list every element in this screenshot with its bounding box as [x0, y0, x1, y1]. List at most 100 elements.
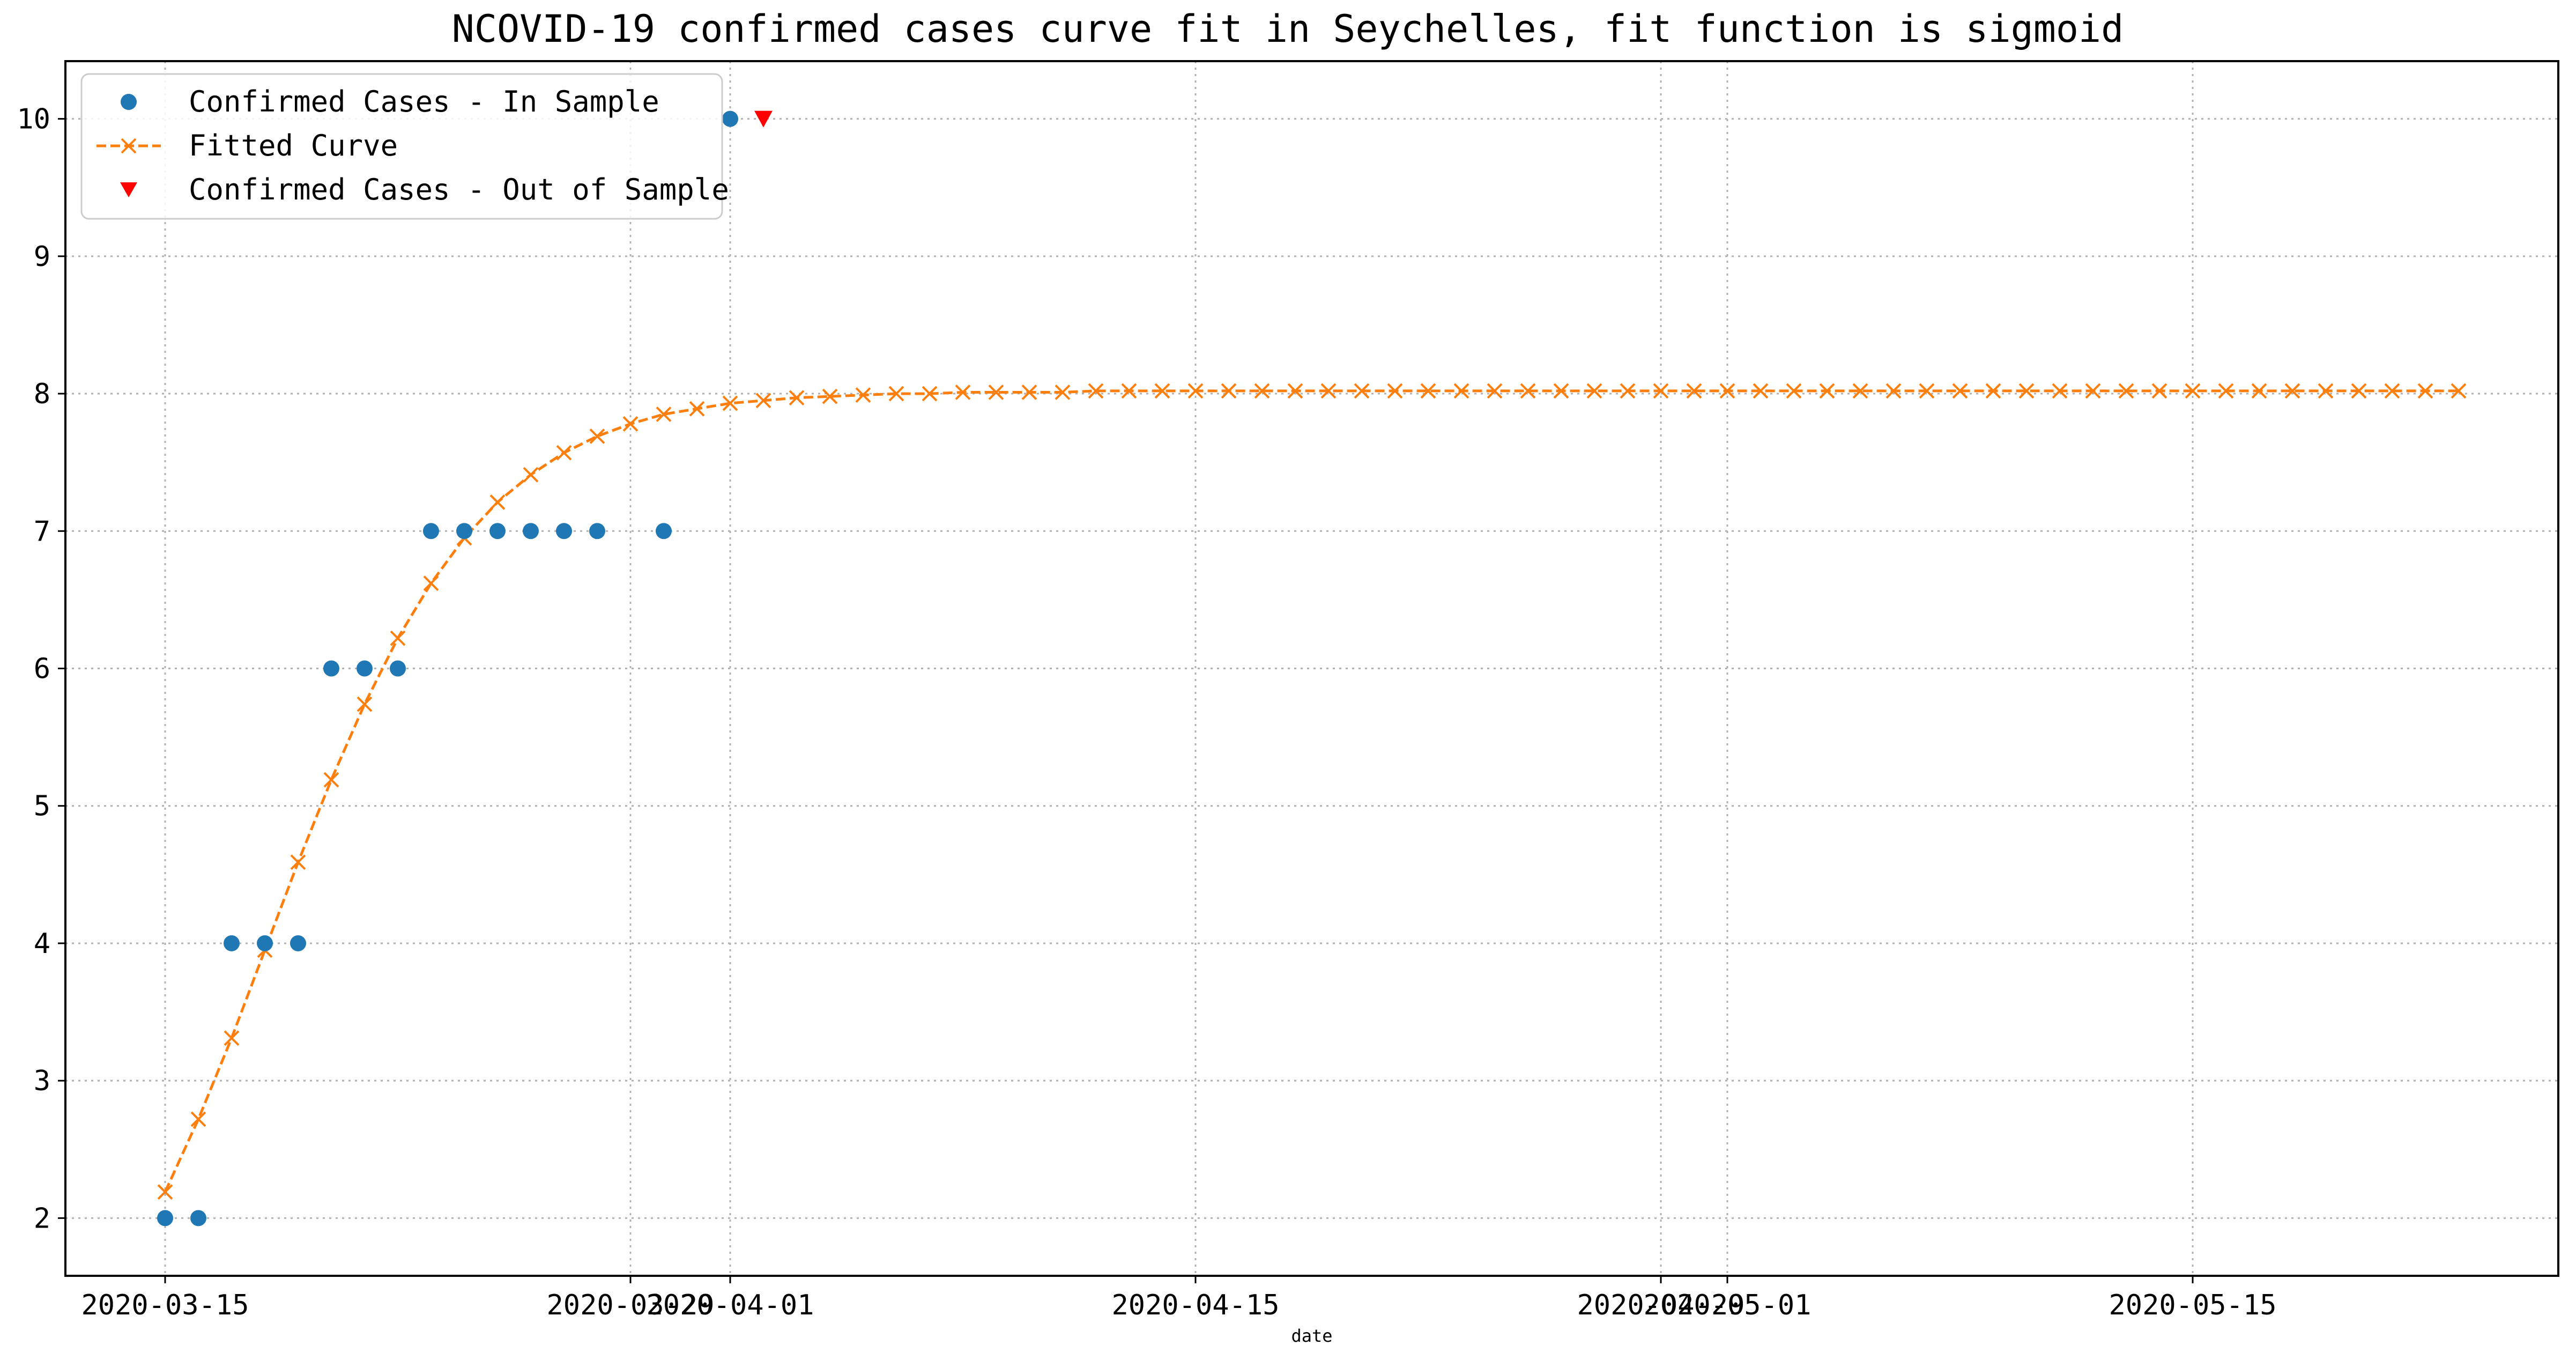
fitted-curve-point	[1088, 383, 1104, 399]
fitted-curve-point	[2085, 383, 2101, 399]
plot-series	[157, 110, 2467, 1226]
in-sample-point	[456, 523, 472, 539]
fitted-curve-point	[955, 385, 971, 400]
y-tick-label: 10	[17, 104, 50, 136]
fitted-curve-point	[888, 386, 904, 402]
fitted-curve-point	[1620, 383, 1636, 399]
fitted-curve-point	[988, 385, 1004, 400]
legend-marker-out-of-sample	[120, 182, 137, 197]
fitted-curve-point	[1055, 385, 1071, 400]
fitted-curve-point	[1487, 383, 1503, 399]
fitted-curve-point	[1520, 383, 1536, 399]
in-sample-point	[423, 523, 439, 539]
fitted-curve-point	[1021, 385, 1037, 400]
fitted-curve-point	[589, 428, 605, 444]
fitted-curve-point	[2318, 383, 2334, 399]
in-sample-point	[390, 660, 406, 677]
fitted-curve-point	[822, 388, 838, 404]
y-tick-label: 7	[34, 515, 50, 548]
fitted-curve-point	[224, 1030, 240, 1046]
fitted-curve-point	[1553, 383, 1569, 399]
fitted-curve-point	[1121, 383, 1137, 399]
fitted-curve-point	[922, 386, 938, 402]
fitted-curve-point	[2218, 383, 2234, 399]
fitted-curve-point	[1653, 383, 1669, 399]
fitted-curve-point	[2118, 383, 2134, 399]
in-sample-point	[157, 1210, 173, 1226]
y-tick-label: 6	[34, 653, 50, 685]
x-tick-label: 2020-04-29	[1577, 1289, 1744, 1321]
x-axis-label: date	[1291, 1326, 1332, 1346]
in-sample-point	[190, 1210, 206, 1226]
legend-marker-fitted	[121, 138, 137, 154]
fitted-curve-point	[2151, 383, 2167, 399]
fitted-curve-point	[1586, 383, 1602, 399]
fitted-curve-point	[1420, 383, 1436, 399]
fitted-curve-point	[323, 772, 339, 788]
fitted-curve-point	[2018, 383, 2035, 399]
fitted-curve-point	[1985, 383, 2001, 399]
y-tick-label: 4	[34, 928, 50, 960]
y-tick-label: 8	[34, 378, 50, 410]
in-sample-point	[523, 523, 539, 539]
fitted-curve-point	[622, 416, 639, 432]
legend: Confirmed Cases - In Sample Fitted Curve…	[80, 73, 729, 220]
fitted-curve-point	[2384, 383, 2400, 399]
y-tick-label: 2	[34, 1202, 50, 1235]
x-tick-label: 2020-05-15	[2109, 1289, 2276, 1321]
fitted-curve-point	[157, 1184, 173, 1200]
fitted-curve-point	[689, 401, 705, 417]
fitted-curve-point	[1719, 383, 1735, 399]
out-of-sample-point	[754, 110, 773, 128]
fitted-curve-point	[489, 494, 506, 510]
fitted-curve-point	[2351, 383, 2367, 399]
fitted-curve-point	[1154, 383, 1170, 399]
fitted-curve-point	[2052, 383, 2068, 399]
y-tick-label: 3	[34, 1065, 50, 1097]
fitted-curve-point	[1819, 383, 1835, 399]
in-sample-point	[589, 523, 605, 539]
legend-frame	[80, 73, 723, 220]
fitted-curve-line	[164, 389, 2459, 1193]
fitted-curve-point	[1221, 383, 1237, 399]
fitted-curve-point	[1354, 383, 1370, 399]
fitted-curve-point	[2417, 383, 2433, 399]
in-sample-point	[556, 523, 572, 539]
grid-lines	[65, 61, 2558, 1276]
fitted-curve-point	[1919, 383, 1935, 399]
legend-label-fitted: Fitted Curve	[189, 129, 398, 162]
in-sample-point	[257, 935, 273, 951]
in-sample-point	[489, 523, 506, 539]
chart-title: NCOVID-19 confirmed cases curve fit in S…	[452, 7, 2124, 51]
fitted-curve-point	[855, 387, 871, 403]
in-sample-point	[357, 660, 373, 677]
fitted-curve-point	[656, 406, 672, 422]
x-tick-label: 2020-03-15	[81, 1289, 249, 1321]
fitted-curve-point	[523, 467, 539, 483]
in-sample-point	[290, 935, 306, 951]
fitted-curve-point	[2284, 383, 2300, 399]
fitted-curve-point	[1187, 383, 1204, 399]
legend-label-in-sample: Confirmed Cases - In Sample	[189, 85, 659, 119]
in-sample-point	[656, 523, 672, 539]
fitted-curve-point	[556, 445, 572, 461]
legend-label-out-of-sample: Confirmed Cases - Out of Sample	[189, 173, 729, 206]
fitted-curve-point	[190, 1111, 206, 1127]
fitted-curve-point	[755, 393, 771, 409]
fitted-curve-point	[1387, 383, 1403, 399]
fitted-curve-point	[290, 854, 306, 870]
fitted-curve-point	[1686, 383, 1702, 399]
fitted-curve-point	[1287, 383, 1303, 399]
fitted-curve-point	[423, 575, 439, 592]
fitted-curve-point	[2185, 383, 2201, 399]
fitted-curve-point	[357, 696, 373, 712]
axes: 2 3 4 5 6 7 8 9 10 2020-03-15 2020-03-292020-04-01…	[17, 104, 2276, 1321]
fitted-curve-point	[1320, 383, 1337, 399]
fitted-curve-point	[1852, 383, 1868, 399]
fitted-curve-point	[1885, 383, 1902, 399]
legend-marker-in-sample	[121, 94, 137, 110]
y-tick-label: 9	[34, 241, 50, 273]
fitted-curve-point	[390, 630, 406, 646]
